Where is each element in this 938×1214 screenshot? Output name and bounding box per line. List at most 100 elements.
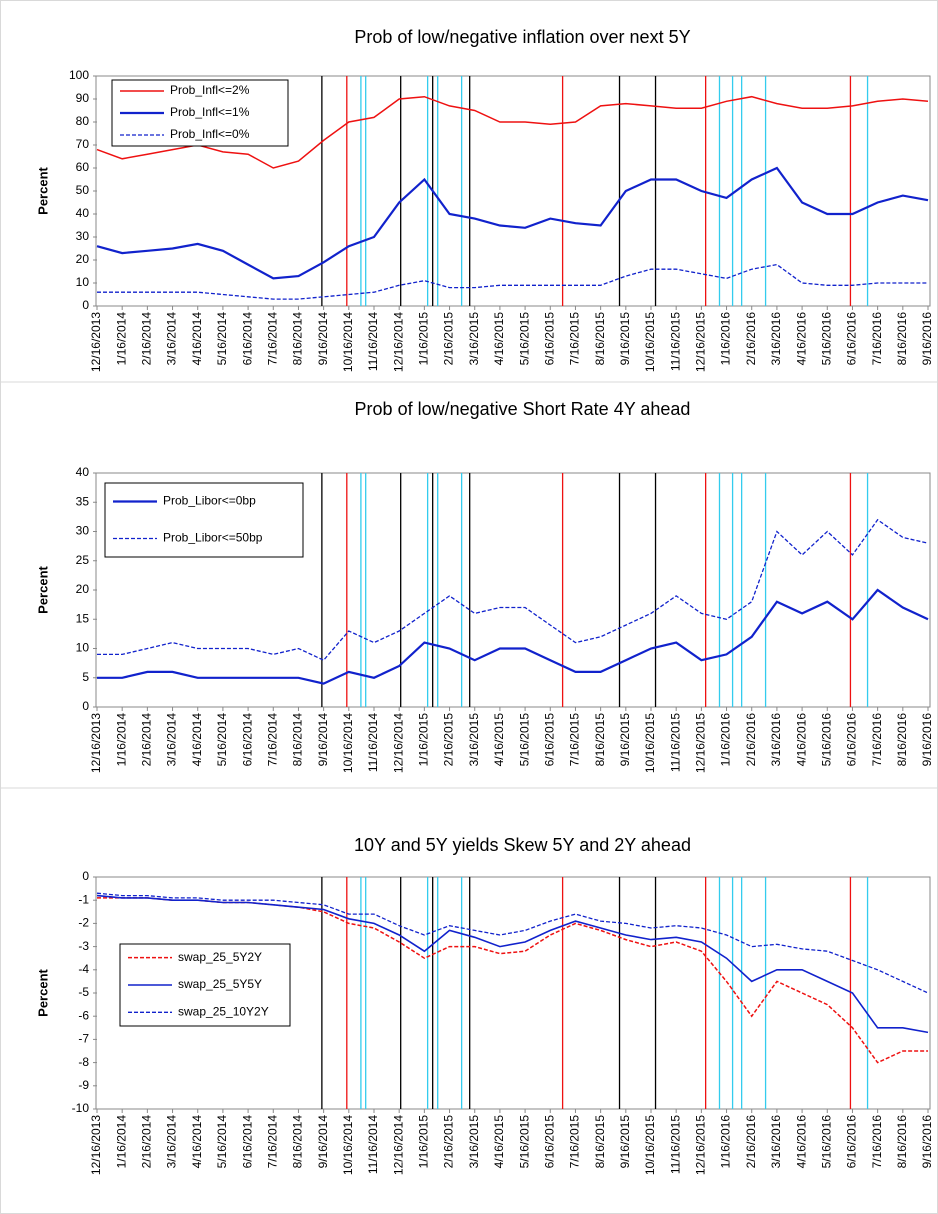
x-tick-label: 12/16/2015 <box>694 312 708 372</box>
x-tick-label: 12/16/2015 <box>694 713 708 773</box>
legend-label: Prob_Infl<=2% <box>170 83 250 97</box>
x-tick-label: 3/16/2014 <box>165 1115 179 1169</box>
x-tick-label: 2/16/2016 <box>744 1115 758 1169</box>
y-tick-label: 0 <box>82 298 89 312</box>
x-tick-label: 4/16/2014 <box>190 713 204 767</box>
y-tick-label: -7 <box>78 1032 89 1046</box>
x-tick-label: 6/16/2014 <box>240 1115 254 1169</box>
x-tick-label: 5/16/2015 <box>517 312 531 366</box>
x-tick-label: 12/16/2014 <box>391 1115 405 1175</box>
x-tick-label: 1/16/2016 <box>719 713 733 767</box>
x-tick-label: 9/16/2014 <box>316 312 330 366</box>
x-tick-label: 5/16/2016 <box>819 713 833 767</box>
y-tick-label: 40 <box>76 206 90 220</box>
series-line <box>96 166 929 280</box>
y-tick-label: 20 <box>76 582 90 596</box>
y-tick-label: 5 <box>82 670 89 684</box>
x-tick-label: 4/16/2015 <box>492 312 506 366</box>
y-tick-label: 40 <box>76 465 90 479</box>
series-line <box>97 263 928 300</box>
x-tick-label: 5/16/2016 <box>819 312 833 366</box>
x-tick-label: 7/16/2014 <box>265 1115 279 1169</box>
x-tick-label: 11/16/2014 <box>366 1115 380 1174</box>
x-tick-label: 11/16/2015 <box>668 1115 682 1174</box>
x-tick-label: 12/16/2013 <box>89 713 103 773</box>
x-tick-label: 7/16/2016 <box>870 713 884 767</box>
x-tick-label: 1/16/2014 <box>114 713 128 767</box>
x-tick-label: 8/16/2016 <box>895 1115 909 1169</box>
x-tick-label: 6/16/2016 <box>845 713 859 767</box>
x-tick-label: 8/16/2015 <box>593 312 607 366</box>
x-tick-label: 2/16/2016 <box>744 312 758 366</box>
x-tick-label: 3/16/2016 <box>769 312 783 366</box>
x-tick-label: 8/16/2014 <box>291 713 305 767</box>
y-tick-label: 25 <box>76 553 90 567</box>
y-tick-label: -4 <box>78 962 89 976</box>
x-tick-label: 3/16/2014 <box>165 713 179 767</box>
y-axis-label: Percent <box>35 565 50 613</box>
x-tick-label: 11/16/2015 <box>668 713 682 772</box>
y-tick-label: 0 <box>82 869 89 883</box>
y-tick-label: 35 <box>76 494 90 508</box>
x-tick-label: 3/16/2015 <box>467 312 481 366</box>
y-tick-label: -2 <box>78 916 89 930</box>
x-tick-label: 12/16/2014 <box>391 713 405 773</box>
y-tick-label: -10 <box>72 1101 90 1115</box>
x-tick-label: 3/16/2015 <box>467 713 481 767</box>
legend-label: swap_25_10Y2Y <box>178 1005 269 1019</box>
y-tick-label: 100 <box>69 68 89 82</box>
series-line <box>96 894 929 1034</box>
x-tick-label: 9/16/2015 <box>618 312 632 366</box>
y-tick-label: -5 <box>78 985 89 999</box>
x-tick-label: 9/16/2016 <box>920 312 934 366</box>
x-tick-label: 7/16/2015 <box>568 1115 582 1169</box>
x-tick-label: 1/16/2016 <box>719 1115 733 1169</box>
legend-label: swap_25_5Y2Y <box>178 950 262 964</box>
x-tick-label: 7/16/2015 <box>568 312 582 366</box>
y-axis-label: Percent <box>35 166 50 214</box>
y-tick-label: 80 <box>76 114 90 128</box>
x-tick-label: 2/16/2015 <box>442 713 456 767</box>
y-tick-label: -6 <box>78 1008 89 1022</box>
x-tick-label: 4/16/2014 <box>190 312 204 366</box>
x-tick-label: 12/16/2014 <box>391 312 405 372</box>
x-tick-label: 9/16/2014 <box>316 713 330 767</box>
chart-title: Prob of low/negative Short Rate 4Y ahead <box>355 399 691 419</box>
x-tick-label: 5/16/2014 <box>215 713 229 767</box>
x-tick-label: 5/16/2015 <box>517 713 531 767</box>
legend-label: Prob_Libor<=50bp <box>163 531 263 545</box>
x-tick-label: 12/16/2015 <box>694 1115 708 1175</box>
y-tick-label: -8 <box>78 1055 89 1069</box>
x-tick-label: 10/16/2014 <box>341 312 355 372</box>
x-tick-label: 8/16/2016 <box>895 312 909 366</box>
y-tick-label: 30 <box>76 524 90 538</box>
x-tick-label: 7/16/2016 <box>870 312 884 366</box>
x-tick-label: 6/16/2015 <box>542 1115 556 1169</box>
y-tick-label: 30 <box>76 229 90 243</box>
x-tick-label: 6/16/2015 <box>542 713 556 767</box>
x-tick-label: 3/16/2016 <box>769 1115 783 1169</box>
legend-label: Prob_Infl<=0% <box>170 127 250 141</box>
y-tick-label: 70 <box>76 137 90 151</box>
series-line <box>96 95 929 169</box>
y-tick-label: -1 <box>78 892 89 906</box>
x-tick-label: 5/16/2014 <box>215 1115 229 1169</box>
y-tick-label: 60 <box>76 160 90 174</box>
x-tick-label: 12/16/2013 <box>89 312 103 372</box>
x-tick-label: 10/16/2014 <box>341 713 355 773</box>
y-tick-label: 50 <box>76 183 90 197</box>
x-tick-label: 7/16/2015 <box>568 713 582 767</box>
series-line <box>97 588 929 685</box>
x-tick-label: 3/16/2015 <box>467 1115 481 1169</box>
x-tick-label: 7/16/2014 <box>265 312 279 366</box>
plot-area <box>95 75 931 307</box>
x-tick-label: 4/16/2016 <box>794 713 808 767</box>
x-tick-label: 6/16/2014 <box>240 312 254 366</box>
x-tick-label: 9/16/2016 <box>920 1115 934 1169</box>
x-tick-label: 2/16/2015 <box>442 312 456 366</box>
x-tick-label: 12/16/2013 <box>89 1115 103 1175</box>
legend-label: Prob_Libor<=0bp <box>163 494 256 508</box>
x-tick-label: 10/16/2015 <box>643 1115 657 1175</box>
series-line <box>97 518 929 661</box>
x-tick-label: 8/16/2014 <box>291 312 305 366</box>
